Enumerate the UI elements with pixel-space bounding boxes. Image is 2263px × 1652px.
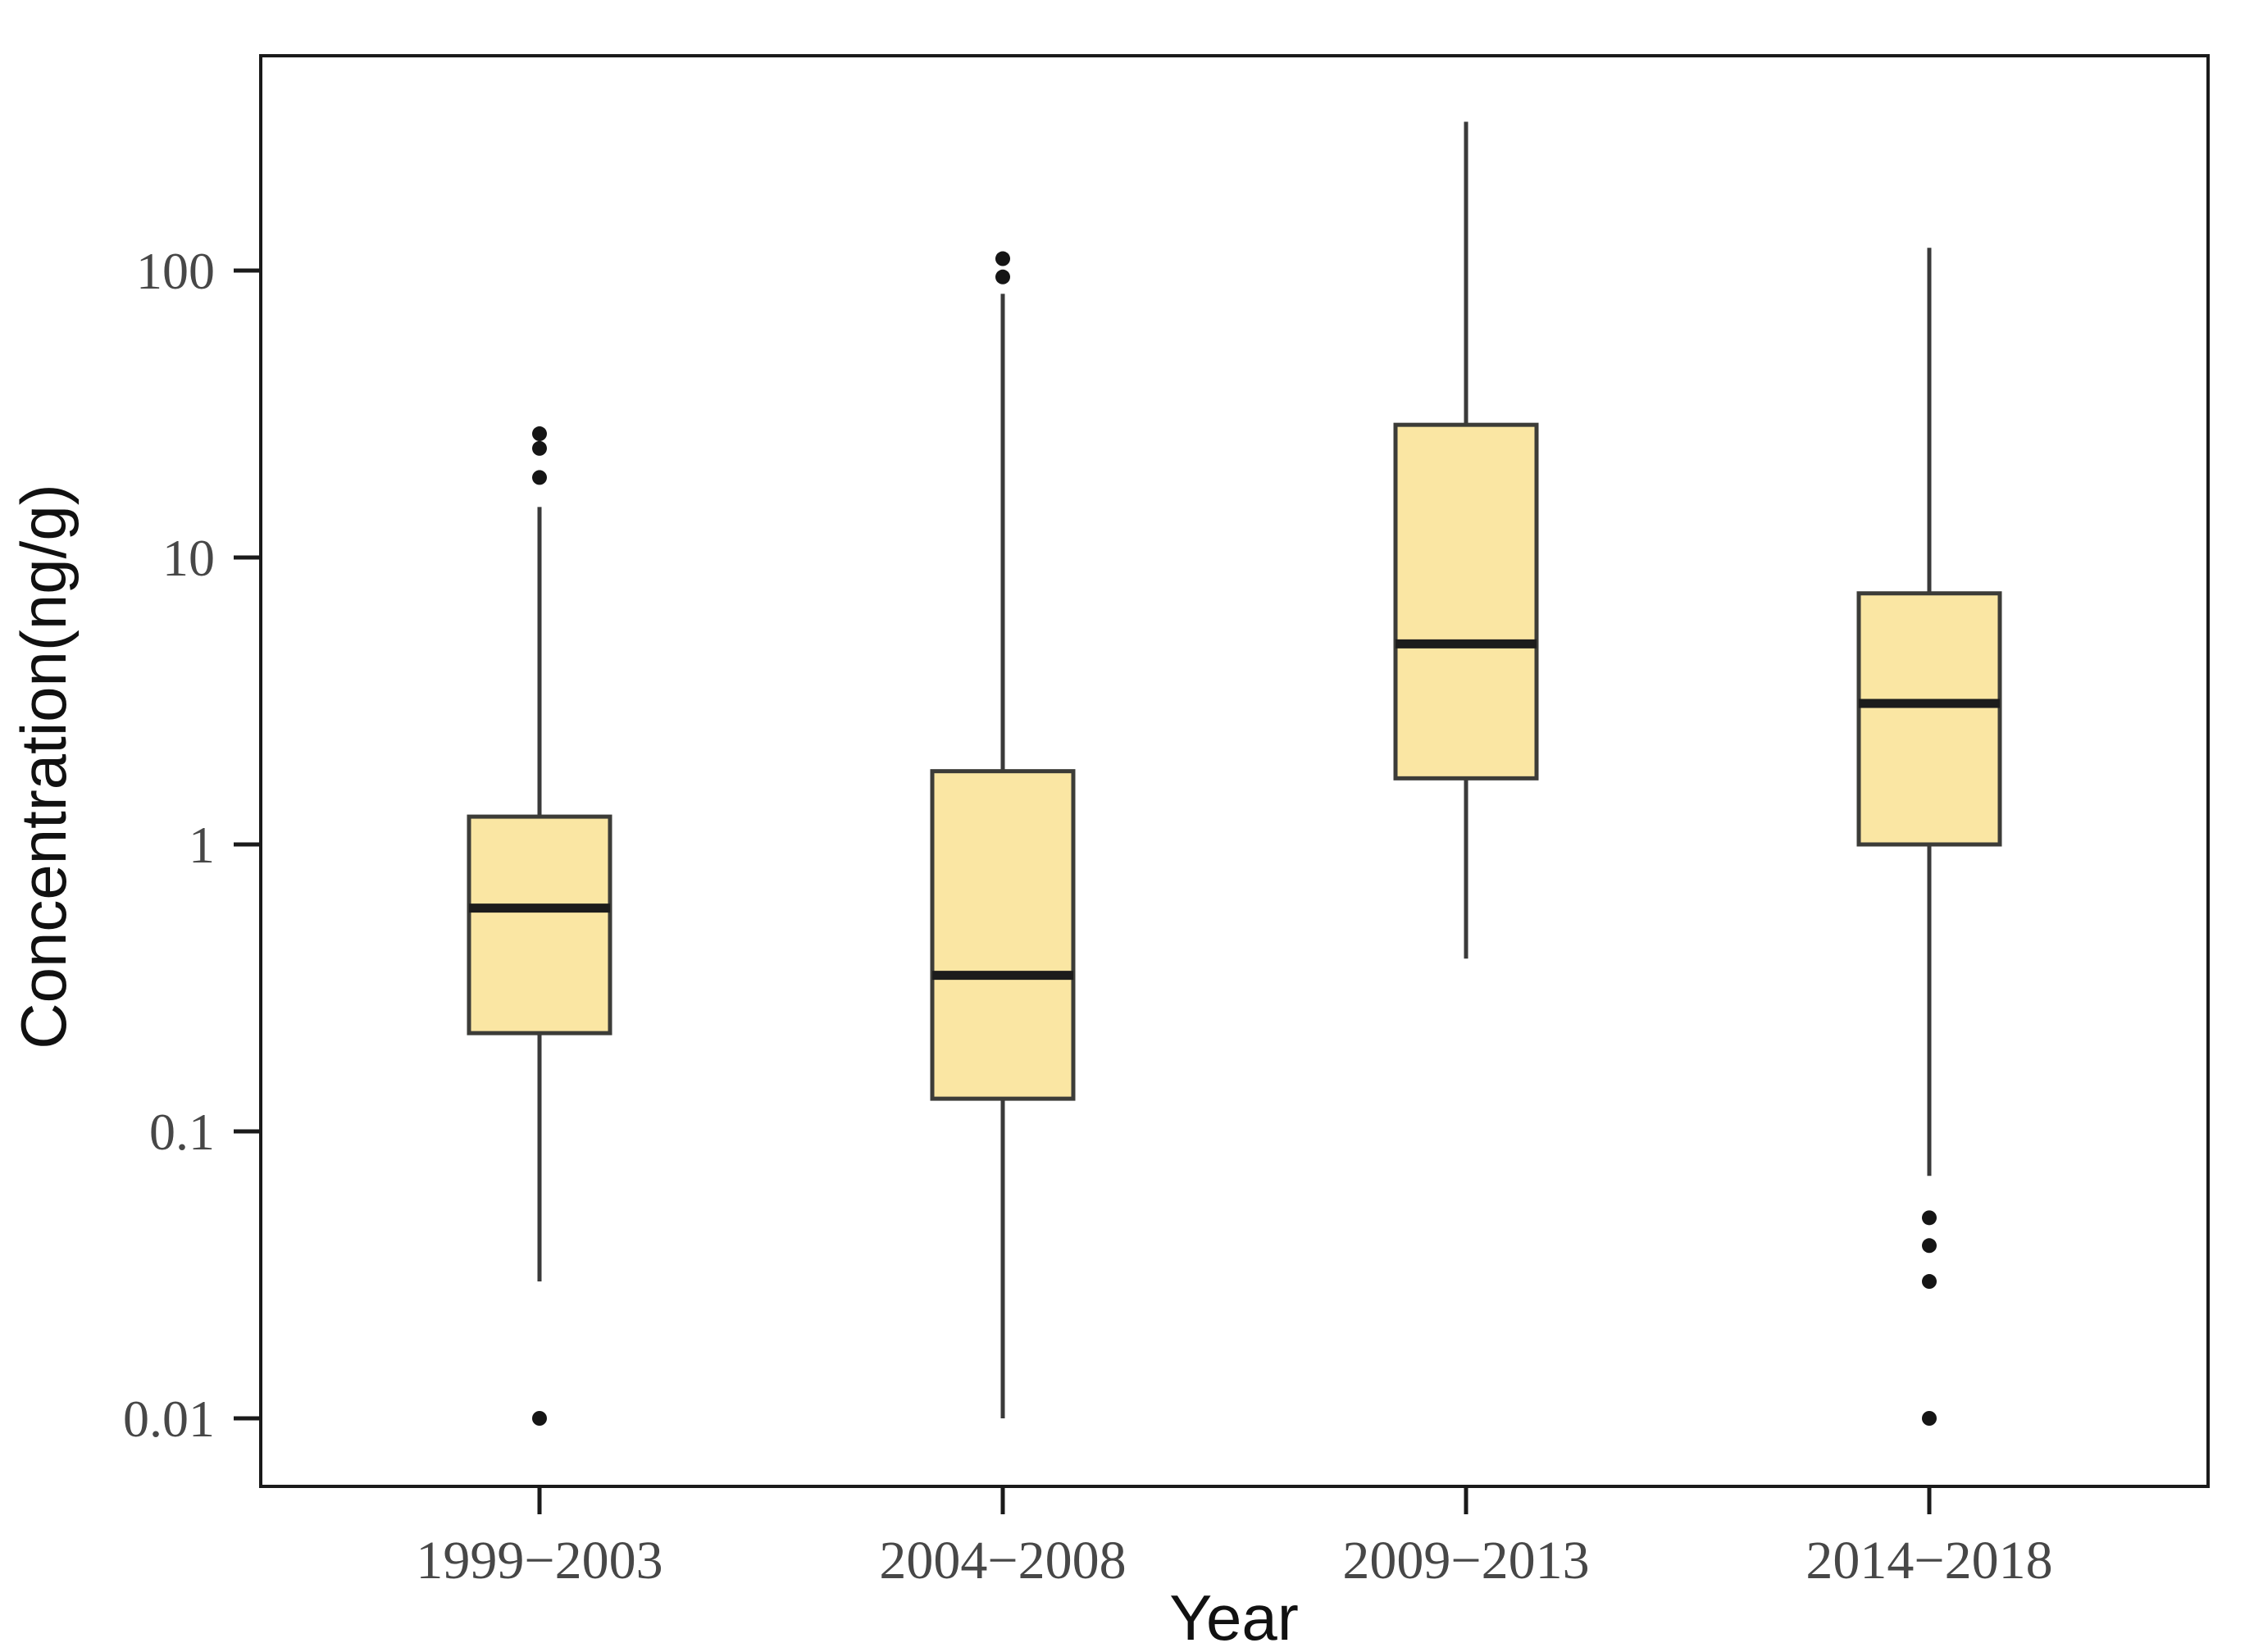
iqr-box	[1393, 422, 1539, 780]
boxplot-2004-2008	[930, 251, 1076, 1418]
iqr-box	[930, 769, 1076, 1101]
x-tick-label: 1999−2003	[416, 1531, 663, 1591]
y-axis-title: Concentration(ng/g)	[7, 484, 80, 1049]
outlier-point	[532, 470, 547, 485]
outlier-point	[995, 269, 1010, 284]
x-tick-label: 2014−2018	[1805, 1531, 2052, 1591]
outlier-point	[532, 1411, 547, 1426]
iqr-box	[467, 814, 612, 1035]
x-axis-title: Year	[1169, 1581, 1299, 1652]
y-tick-label: 100	[136, 242, 215, 300]
outlier-point	[995, 251, 1010, 266]
outlier-point	[532, 426, 547, 442]
x-tick-label: 2009−2013	[1342, 1531, 1589, 1591]
y-tick-label: 1	[189, 816, 215, 874]
boxplot-2009-2013	[1393, 121, 1539, 959]
boxplot-1999-2003	[467, 426, 612, 1426]
outlier-point	[1922, 1238, 1937, 1254]
boxplot-2014-2018	[1856, 248, 2002, 1426]
outlier-point	[1922, 1411, 1937, 1426]
outlier-point	[1922, 1210, 1937, 1226]
outlier-point	[532, 440, 547, 456]
outlier-point	[1922, 1274, 1937, 1290]
plot-panel-border	[259, 54, 2210, 1488]
y-tick-label: 0.1	[149, 1103, 215, 1161]
y-tick-label: 0.01	[123, 1390, 215, 1448]
iqr-box	[1856, 591, 2002, 847]
x-tick-label: 2004−2008	[879, 1531, 1126, 1591]
y-tick-label: 10	[162, 529, 215, 587]
